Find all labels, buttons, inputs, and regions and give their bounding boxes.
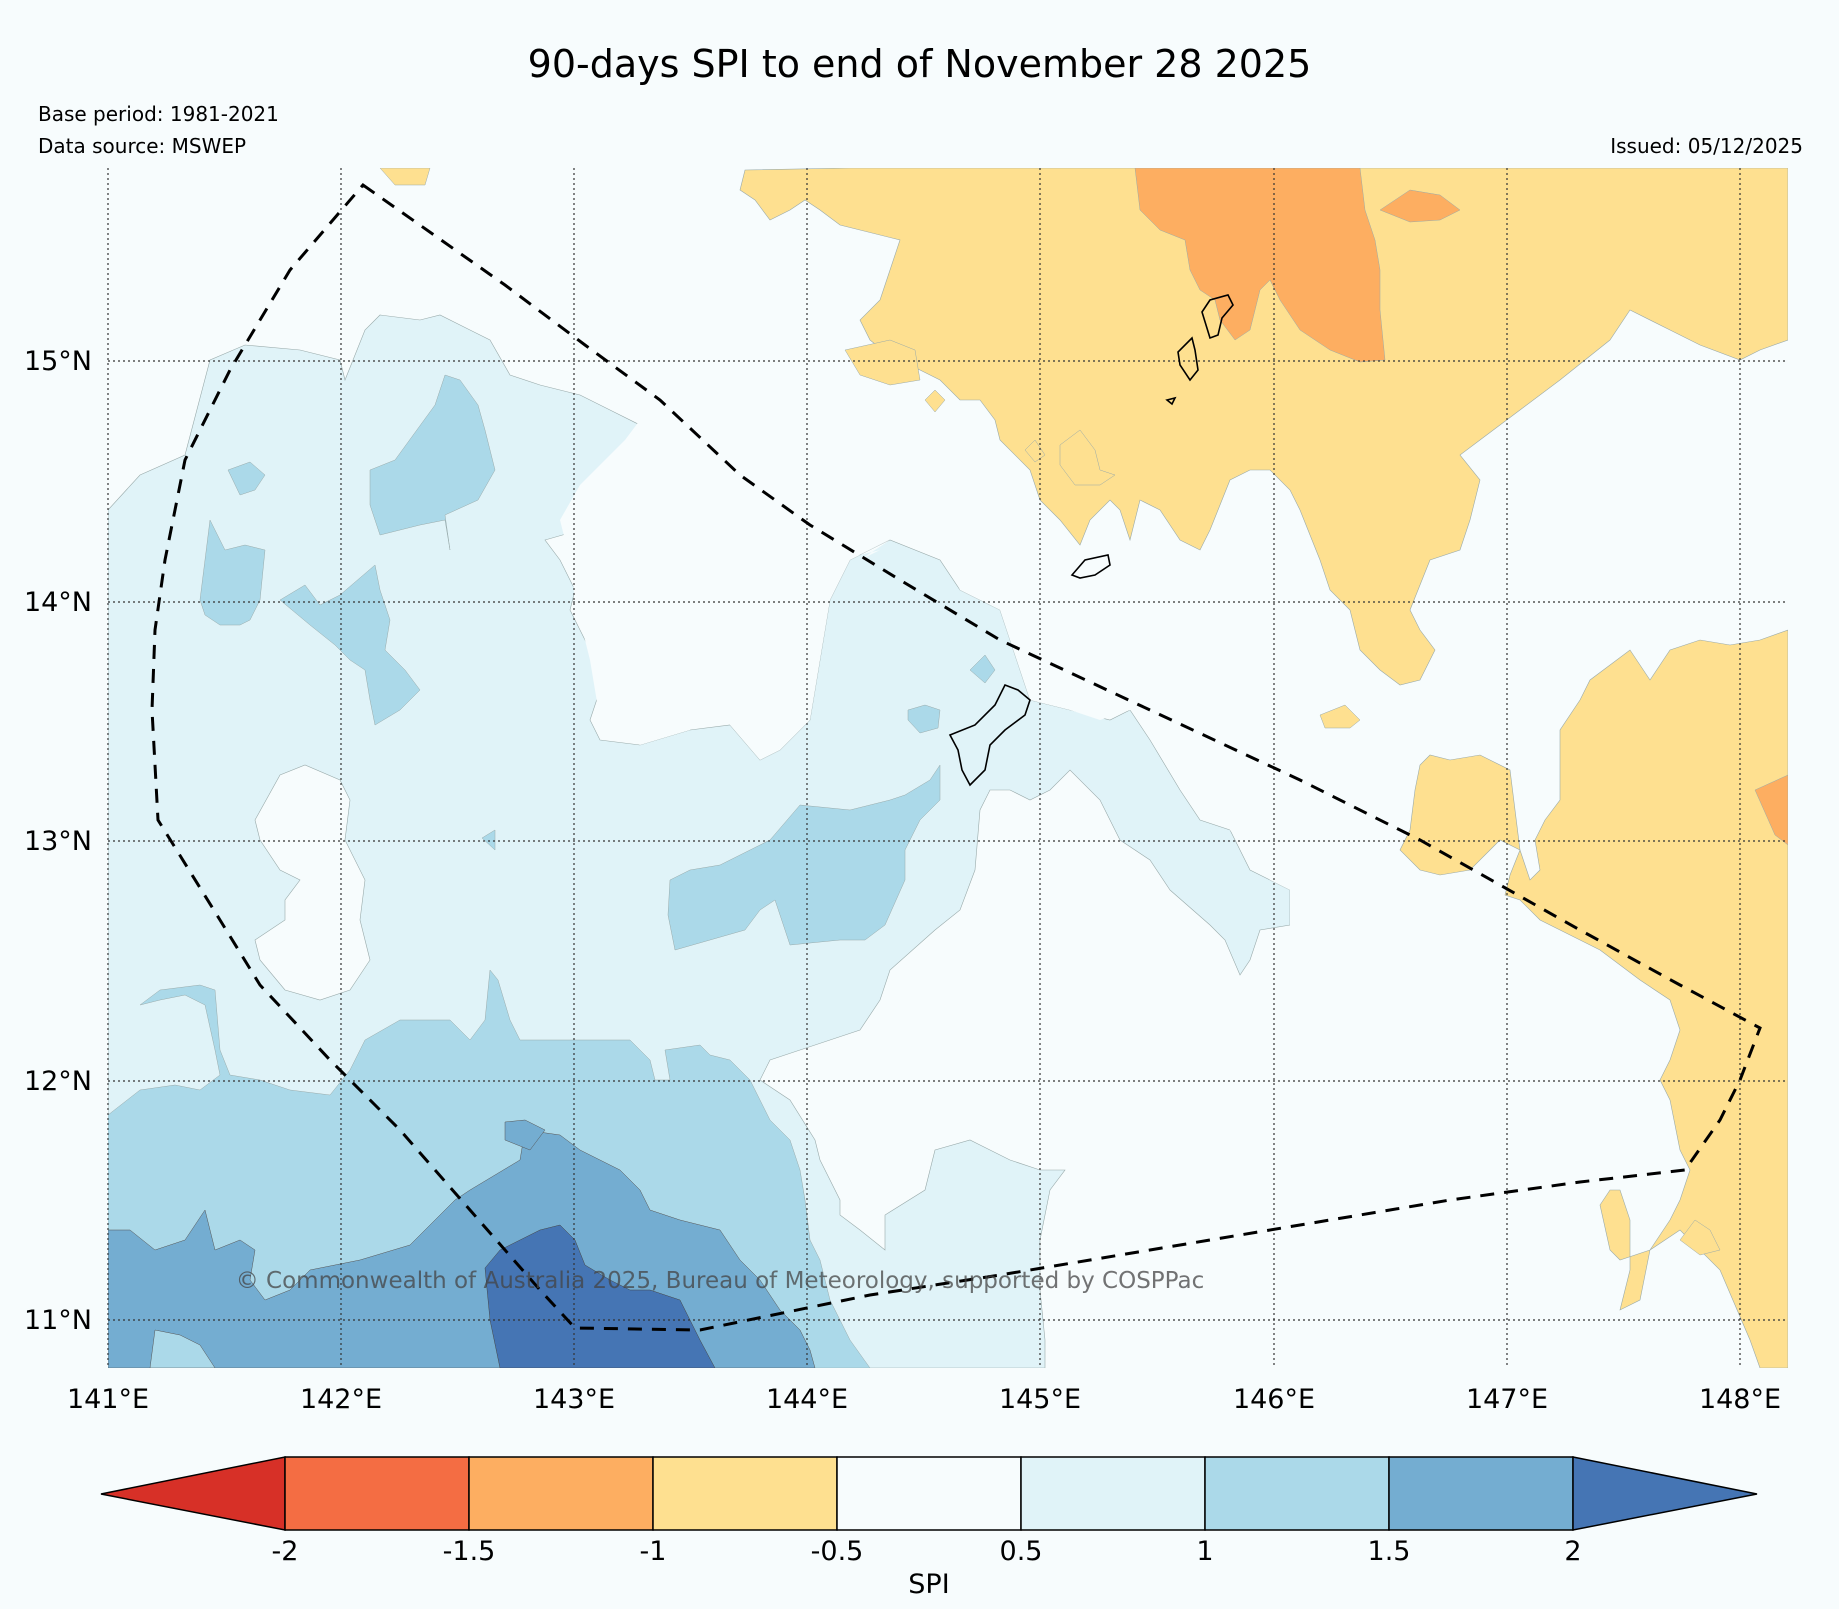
colorbar-bin (284, 1456, 470, 1531)
lon-label: 141°E (67, 1384, 149, 1415)
colorbar-bin (1388, 1456, 1574, 1531)
colorbar-tick: -0.5 (811, 1536, 864, 1567)
island-tinian-icon (1177, 336, 1199, 382)
spi-region-1-1.5-nw-d (279, 564, 421, 726)
map-title: 90-days SPI to end of November 28 2025 (527, 42, 1312, 86)
colorbar-ticks: -2 -1.5 -1 -0.5 0.5 1 1.5 2 SPI (272, 1536, 1582, 1600)
colorbar-extend-high (1572, 1456, 1758, 1531)
spi-region-1.5-2-blob (504, 1119, 546, 1151)
spi-region-neg1-neg0.5-patch-c (1024, 439, 1046, 463)
spi-region-neg1-neg0.5-patch-d (1059, 429, 1116, 486)
island-rota-icon (1070, 554, 1111, 579)
colorbar-tick: 1.5 (1368, 1536, 1411, 1567)
colorbar-tick: -2 (272, 1536, 299, 1567)
colorbar-tick: 0.5 (1000, 1536, 1043, 1567)
spi-region-1-1.5-dots (481, 654, 996, 851)
colorbar-tick: -1.5 (443, 1536, 496, 1567)
spi-region-neg1-neg0.5-patch-b (924, 389, 946, 413)
issued-date: Issued: 05/12/2025 (1610, 134, 1803, 158)
lat-label: 11°N (24, 1305, 92, 1336)
data-source: Data source: MSWEP (38, 134, 247, 158)
lon-label: 148°E (1699, 1384, 1781, 1415)
spi-region-neg1-neg0.5-patch-e (1319, 704, 1361, 729)
map-plot-area (108, 168, 1788, 1368)
island-saipan-icon (1201, 294, 1234, 340)
spi-region-1-1.5-nw-c (199, 519, 266, 626)
lat-label: 14°N (24, 587, 92, 618)
spi-region-1-1.5-center (667, 764, 941, 951)
islands (948, 294, 1234, 787)
colorbar-bin (1204, 1456, 1390, 1531)
spi-region-neg1.5-neg1-patch (1379, 189, 1461, 223)
colorbar-tick: -1 (640, 1536, 667, 1567)
graticule (107, 168, 1788, 1368)
spi-region-gt2-south (484, 1224, 716, 1368)
lat-label: 12°N (24, 1066, 92, 1097)
island-aguijan-icon (1165, 396, 1177, 406)
island-guam-icon (948, 683, 1031, 787)
spi-region-neg1-neg0.5-patch-g (379, 168, 431, 186)
colorbar (100, 1456, 1758, 1531)
spi-region-1-1.5-nw-a (369, 374, 496, 551)
lon-label: 142°E (300, 1384, 382, 1415)
eez-boundary (150, 182, 1762, 1332)
spi-region-1-1.5-sw-light (149, 1329, 216, 1368)
spi-region-neg1.5-neg1-east (1754, 774, 1788, 846)
colorbar-bin (1020, 1456, 1206, 1531)
copyright-notice: © Commonwealth of Australia 2025, Bureau… (236, 1268, 1205, 1294)
colorbar-tick: 1 (1196, 1536, 1213, 1567)
lon-label: 147°E (1466, 1384, 1548, 1415)
spi-region-neg1-neg0.5-northeast (739, 168, 1788, 686)
lat-label: 15°N (24, 346, 92, 377)
spi-region-1-1.5-nw-b (227, 461, 266, 496)
spi-region-neg1-neg0.5-patch-f (1679, 1219, 1721, 1256)
lon-label: 144°E (766, 1384, 848, 1415)
spi-region-neg1-neg0.5-east (1399, 629, 1788, 1368)
colorbar-extend-low (100, 1456, 286, 1531)
colorbar-bin (652, 1456, 838, 1531)
spi-region-neg1-neg0.5-patch-a (844, 339, 921, 386)
axis-labels: 141°E 142°E 143°E 144°E 145°E 146°E 147°… (24, 346, 1781, 1415)
spi-region-neg1.5-neg1-north (1134, 168, 1386, 363)
base-period: Base period: 1981-2021 (38, 102, 279, 126)
lon-label: 146°E (1233, 1384, 1315, 1415)
colorbar-bin (468, 1456, 654, 1531)
colorbar-bin (836, 1456, 1022, 1531)
lat-label: 13°N (24, 826, 92, 857)
lon-label: 145°E (999, 1384, 1081, 1415)
lon-label: 143°E (533, 1384, 615, 1415)
colorbar-label: SPI (908, 1569, 949, 1600)
colorbar-tick: 2 (1564, 1536, 1581, 1567)
